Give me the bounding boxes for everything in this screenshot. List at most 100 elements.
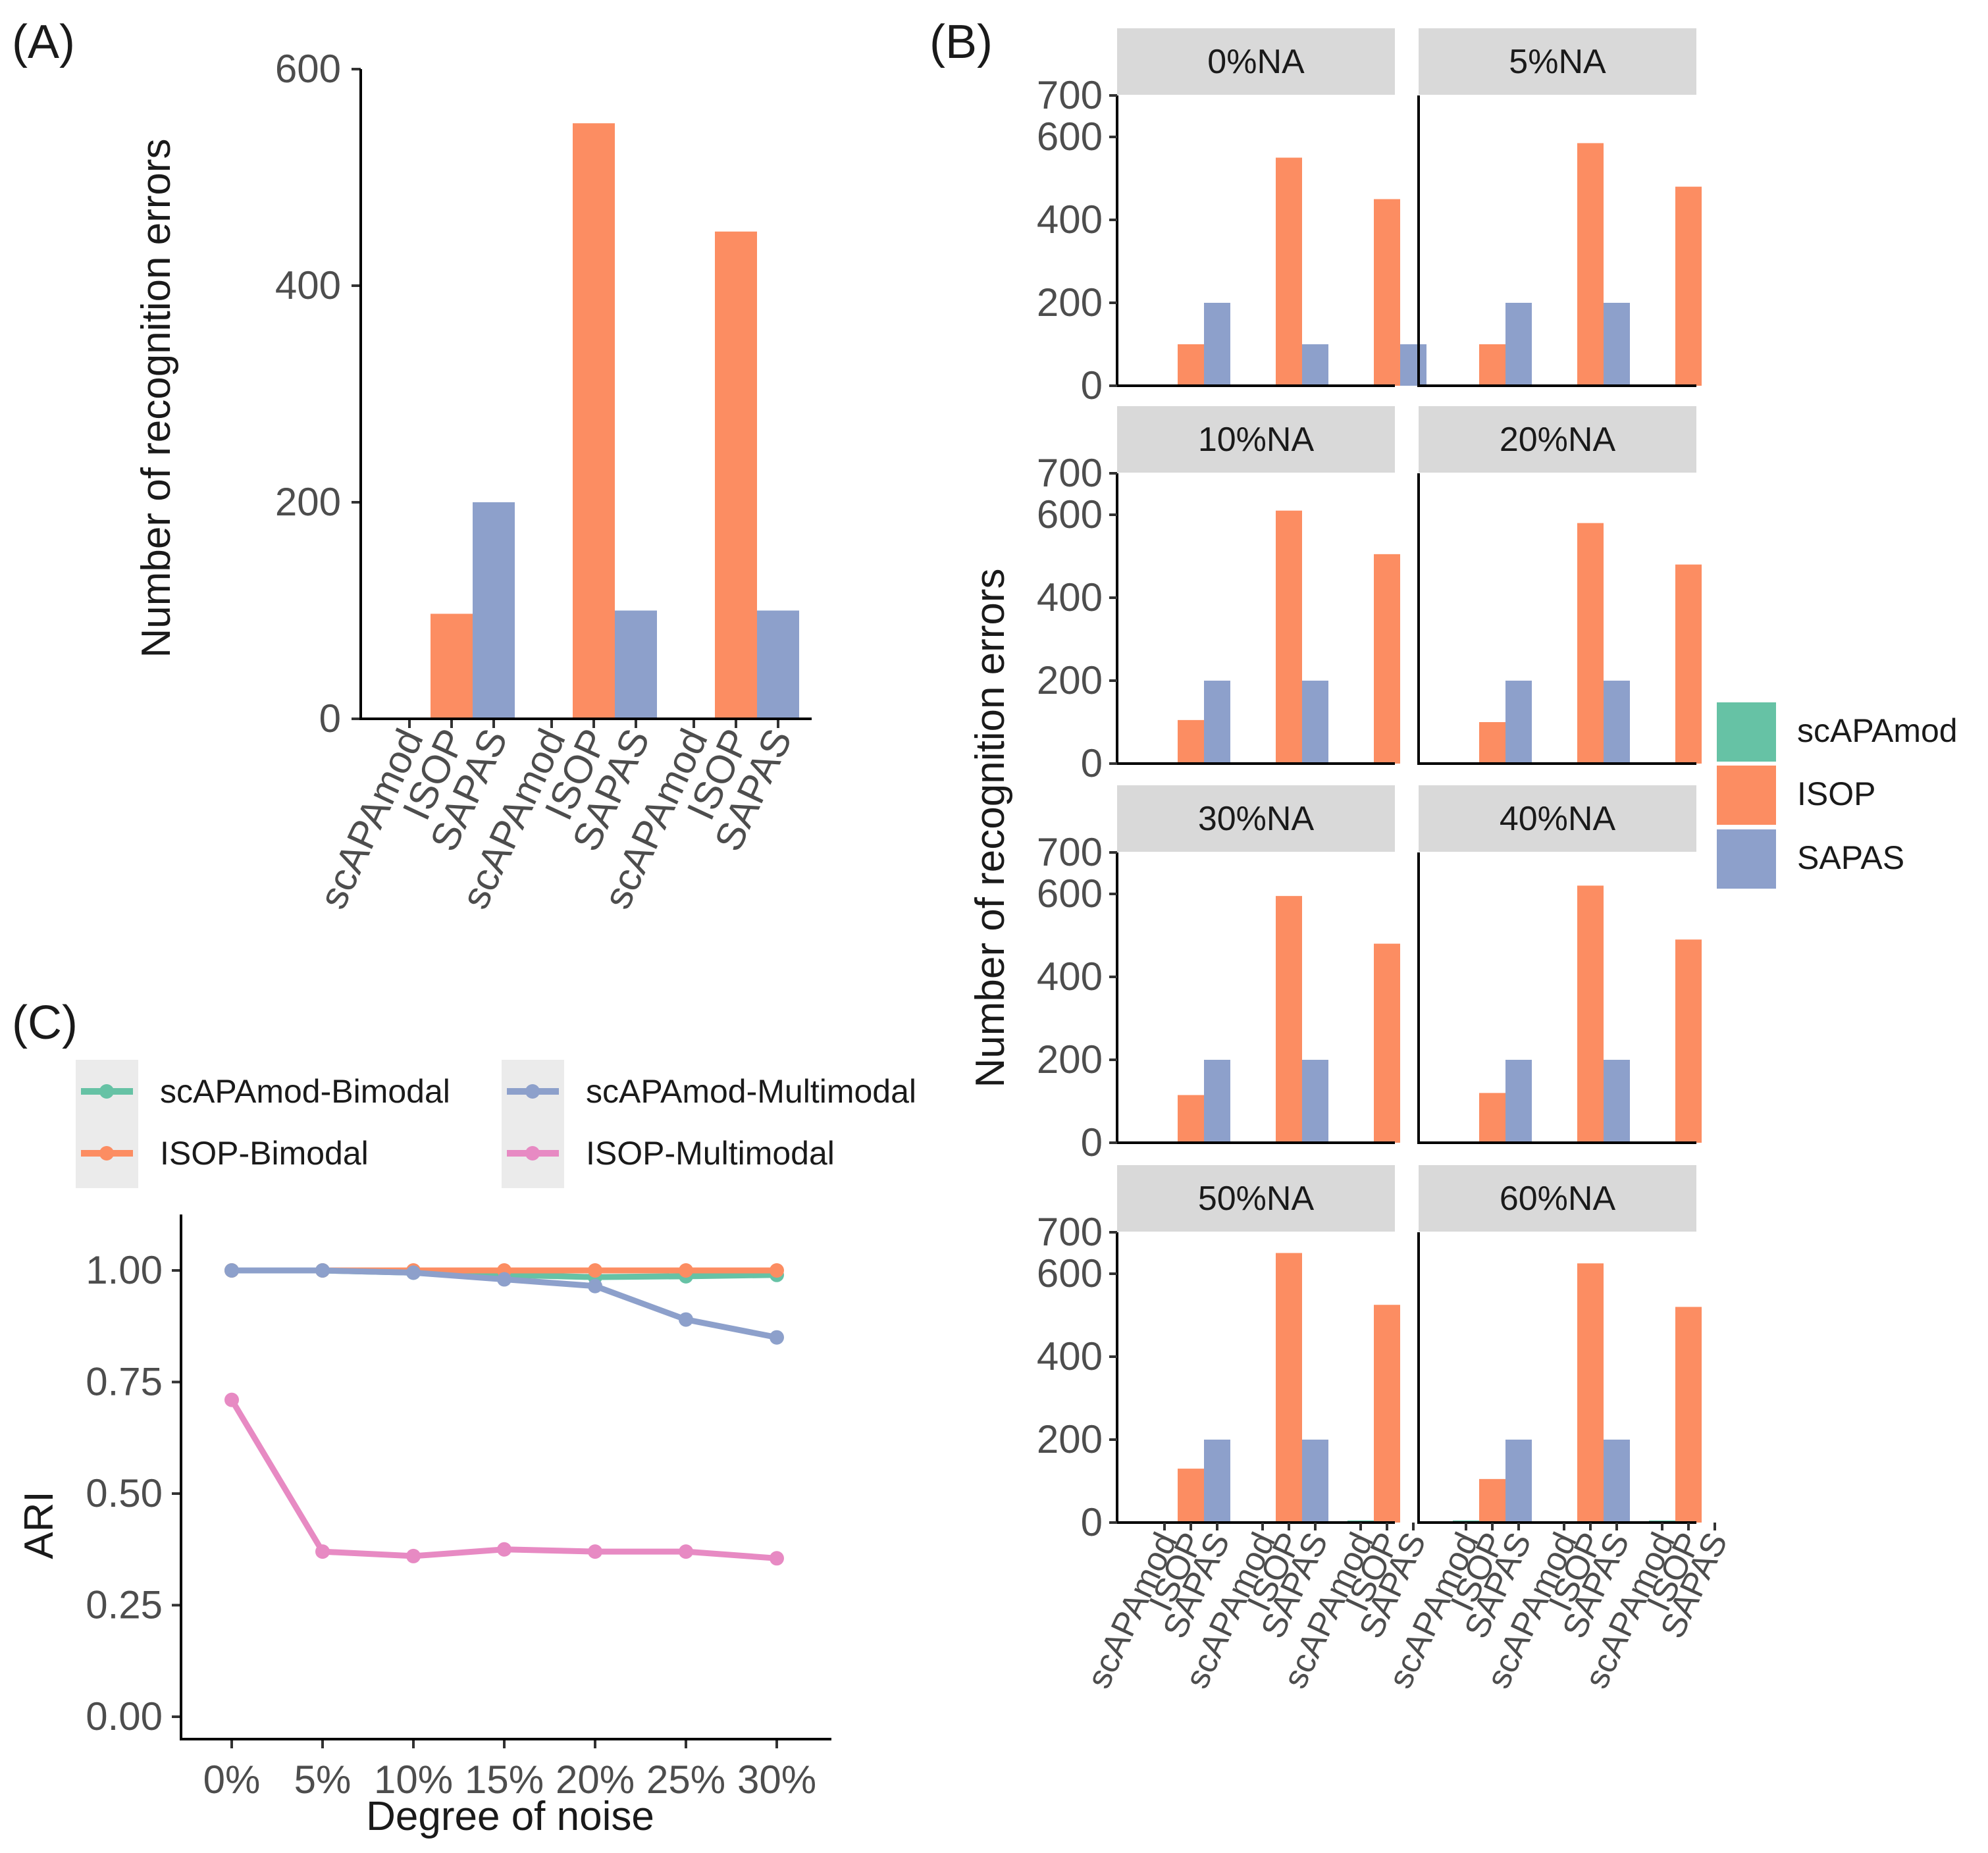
bar-30-na-isop-2 bbox=[1276, 896, 1302, 1143]
facet-strip-0-na bbox=[1117, 28, 1395, 95]
facet-y-tick-30-na-400: 400 bbox=[1037, 954, 1103, 999]
panel-a-bar-sapas-3 bbox=[757, 610, 799, 719]
legend-swatch-sapas bbox=[1717, 829, 1776, 889]
panel-a-bars bbox=[431, 123, 799, 719]
facet-y-tick-10-na-0: 0 bbox=[1081, 741, 1103, 785]
panel-c-y-tick-1-00: 1.00 bbox=[86, 1248, 163, 1292]
legend-label-sapas: SAPAS bbox=[1797, 839, 1904, 876]
facet-y-tick-0-na-700: 700 bbox=[1037, 73, 1103, 117]
series-scapamod-multimodal bbox=[224, 1263, 784, 1345]
bar-20-na-sapas-2 bbox=[1604, 681, 1630, 764]
facet-title-40-na: 40%NA bbox=[1500, 800, 1616, 838]
facet-y-tick-0-na-600: 600 bbox=[1037, 115, 1103, 159]
legend-label-scapamod: scAPAmod bbox=[1797, 712, 1958, 749]
bar-5-na-sapas-2 bbox=[1604, 303, 1630, 386]
panel-c-y-tick-0-50: 0.50 bbox=[86, 1471, 163, 1515]
bar-60-na-isop-2 bbox=[1577, 1263, 1604, 1523]
bar-5-na-isop-1 bbox=[1479, 344, 1505, 386]
bar-10-na-isop-2 bbox=[1276, 510, 1302, 764]
facet-title-0-na: 0%NA bbox=[1207, 43, 1305, 81]
bar-0-na-isop-1 bbox=[1178, 344, 1204, 386]
bar-30-na-isop-3 bbox=[1374, 943, 1400, 1143]
panel-c-x-tick-1: 0% bbox=[203, 1758, 261, 1802]
facet-y-tick-30-na-0: 0 bbox=[1081, 1120, 1103, 1164]
facet-strip-60-na bbox=[1419, 1165, 1696, 1232]
bar-60-na-isop-1 bbox=[1479, 1478, 1505, 1523]
facet-20-na: 20%NA bbox=[1417, 406, 1702, 765]
panel-c-xlabel: Degree of noise bbox=[366, 1794, 654, 1839]
bar-40-na-isop-3 bbox=[1675, 939, 1702, 1143]
facet-y-tick-50-na-0: 0 bbox=[1081, 1500, 1103, 1544]
point-isop-bimodal-5 bbox=[588, 1263, 602, 1278]
facet-40-na: 40%NA bbox=[1417, 785, 1702, 1144]
bar-50-na-sapas-1 bbox=[1204, 1440, 1230, 1523]
bar-50-na-isop-2 bbox=[1276, 1253, 1302, 1523]
panel-a-x-ticks: scAPAmodISOPSAPASscAPAmodISOPSAPASscAPAm… bbox=[311, 719, 800, 915]
bar-0-na-isop-3 bbox=[1374, 199, 1400, 386]
facet-strip-40-na bbox=[1419, 785, 1696, 852]
point-scapamod-multimodal-1 bbox=[224, 1263, 239, 1278]
bar-40-na-isop-2 bbox=[1577, 885, 1604, 1143]
point-scapamod-multimodal-3 bbox=[406, 1265, 421, 1280]
bar-20-na-isop-2 bbox=[1577, 523, 1604, 764]
point-isop-multimodal-3 bbox=[406, 1548, 421, 1563]
legend-key-scapamod-multimodal bbox=[507, 1084, 559, 1099]
facet-strip-50-na bbox=[1117, 1165, 1395, 1232]
facet-title-60-na: 60%NA bbox=[1500, 1180, 1616, 1218]
panel-b-facets: 0%NA02004006007005%NA10%NA02004006007002… bbox=[1037, 28, 1702, 1544]
bar-30-na-sapas-2 bbox=[1302, 1060, 1328, 1143]
panel-b-legend: scAPAmod ISOP SAPAS bbox=[1717, 702, 1958, 889]
panel-c-y-tick-0-00: 0.00 bbox=[86, 1694, 163, 1738]
facet-y-tick-10-na-600: 600 bbox=[1037, 492, 1103, 536]
panel-a-bar-sapas-1 bbox=[473, 502, 515, 719]
facet-5-na: 5%NA bbox=[1417, 28, 1702, 387]
panel-a-y-ticks: 0 200 400 600 bbox=[275, 47, 361, 741]
bar-10-na-sapas-2 bbox=[1302, 681, 1328, 764]
panel-a-x-tick-1: scAPAmod bbox=[311, 722, 432, 915]
point-scapamod-multimodal-5 bbox=[588, 1278, 602, 1293]
bar-50-na-isop-3 bbox=[1374, 1305, 1400, 1523]
facet-strip-20-na bbox=[1419, 406, 1696, 473]
facet-strip-5-na bbox=[1419, 28, 1696, 95]
panel-c-x-tick-3: 10% bbox=[374, 1758, 453, 1802]
series-isop-multimodal bbox=[224, 1392, 784, 1566]
bar-60-na-isop-3 bbox=[1675, 1307, 1702, 1523]
bar-20-na-isop-3 bbox=[1675, 564, 1702, 764]
bar-0-na-sapas-1 bbox=[1204, 303, 1230, 386]
bar-50-na-sapas-2 bbox=[1302, 1440, 1328, 1523]
facet-y-tick-10-na-200: 200 bbox=[1037, 658, 1103, 702]
legend-bg-left bbox=[76, 1060, 138, 1188]
panel-b-label: (B) bbox=[929, 16, 993, 68]
bar-0-na-sapas-3 bbox=[1400, 344, 1426, 386]
panel-b-ylabel: Number of recognition errors bbox=[968, 568, 1013, 1087]
facet-y-tick-0-na-200: 200 bbox=[1037, 280, 1103, 325]
point-scapamod-multimodal-2 bbox=[315, 1263, 330, 1278]
facet-axes-60-na bbox=[1417, 1232, 1696, 1524]
panel-a-bar-isop-1 bbox=[431, 613, 473, 719]
panel-c-lines bbox=[224, 1263, 784, 1566]
facet-axes-20-na bbox=[1417, 473, 1696, 765]
legend-label-scapamod-bimodal: scAPAmod-Bimodal bbox=[160, 1073, 450, 1110]
facet-y-tick-50-na-700: 700 bbox=[1037, 1210, 1103, 1254]
bar-40-na-sapas-2 bbox=[1604, 1060, 1630, 1143]
panel-a-bar-isop-3 bbox=[715, 231, 757, 719]
point-scapamod-multimodal-6 bbox=[679, 1312, 693, 1327]
facet-y-tick-10-na-700: 700 bbox=[1037, 451, 1103, 495]
panel-c-ylabel: ARI bbox=[16, 1491, 62, 1559]
facet-axes-10-na bbox=[1116, 473, 1395, 765]
panel-c-x-tick-2: 5% bbox=[294, 1758, 352, 1802]
facet-axes-5-na bbox=[1417, 95, 1696, 387]
panel-c-y-tick-0-75: 0.75 bbox=[86, 1360, 163, 1404]
facet-axes-40-na bbox=[1417, 852, 1696, 1144]
bar-0-na-isop-2 bbox=[1276, 157, 1302, 386]
facet-y-tick-0-na-0: 0 bbox=[1081, 363, 1103, 407]
panel-a-bar-isop-2 bbox=[573, 123, 615, 719]
panel-a-axes bbox=[359, 69, 812, 720]
panel-c-x-tick-6: 25% bbox=[646, 1758, 725, 1802]
panel-c-x-tick-7: 30% bbox=[737, 1758, 816, 1802]
bar-30-na-isop-1 bbox=[1178, 1095, 1204, 1143]
panel-a-y-tick-0: 0 bbox=[319, 696, 341, 741]
